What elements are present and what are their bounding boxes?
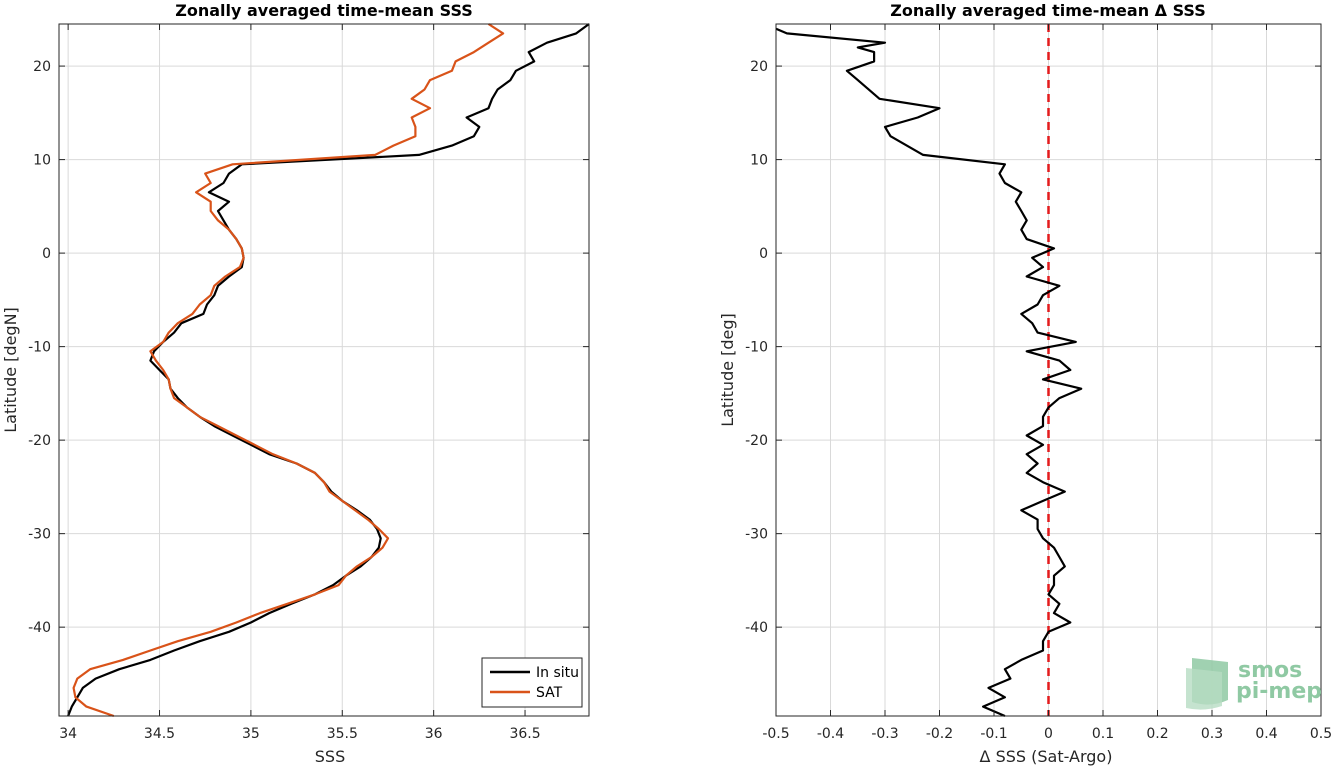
right-y-tick-label: -30: [745, 527, 768, 543]
left-y-label: Latitude [degN]: [1, 307, 20, 433]
left-x-tick-label: 35: [242, 726, 260, 742]
right-x-tick-label: 0.4: [1255, 726, 1277, 742]
logo-line1: smos: [1238, 658, 1302, 683]
left-y-tick-label: -40: [28, 620, 51, 636]
smos-pi-mep-logo: smos pi-mep: [1186, 658, 1322, 710]
right-y-tick-label: 20: [750, 59, 768, 75]
left-title: Zonally averaged time-mean SSS: [175, 1, 473, 20]
right-x-tick-label: -0.4: [817, 726, 844, 742]
right-x-tick-label: 0: [1044, 726, 1053, 742]
right-x-tick-label: -0.2: [926, 726, 953, 742]
left-y-tick-label: 10: [33, 153, 51, 169]
left-y-tick-label: -10: [28, 340, 51, 356]
right-x-tick-label: 0.1: [1092, 726, 1114, 742]
logo-line2: pi-mep: [1236, 679, 1322, 704]
right-x-tick-label: -0.1: [980, 726, 1007, 742]
right-title: Zonally averaged time-mean Δ SSS: [890, 1, 1206, 20]
left-panel: Zonally averaged time-mean SSS 34 34.5 35 3…: [1, 1, 590, 766]
right-series: [775, 27, 1083, 718]
right-x-tick-label: -0.3: [871, 726, 898, 742]
legend-sat-label: SAT: [536, 685, 563, 701]
right-x-tick-label: 0.3: [1201, 726, 1223, 742]
right-y-tick-label: -20: [745, 433, 768, 449]
right-y-tick-label: -40: [745, 620, 768, 636]
left-ticks: 34 34.5 35 35.5 36 36.5 -40 -30 -20 -10 0 10 20: [28, 24, 589, 742]
left-axes-box: [58, 23, 590, 717]
legend-insitu-label: In situ: [536, 665, 579, 681]
left-series: [67, 23, 590, 718]
right-ticks: -0.5 -0.4 -0.3 -0.2 -0.1 0 0.1 0.2 0.3 0.4 0.5 -40 -…: [745, 24, 1332, 742]
left-x-label: SSS: [315, 747, 345, 766]
right-x-label: Δ SSS (Sat-Argo): [980, 747, 1113, 766]
left-series-line-sat: [72, 23, 505, 718]
left-series-line-in-situ: [67, 23, 590, 717]
right-y-tick-label: 0: [759, 246, 768, 262]
left-grid: [59, 24, 589, 716]
left-y-tick-label: 20: [33, 59, 51, 75]
left-x-tick-label: 36.5: [509, 726, 540, 742]
right-series-line-0: [775, 27, 1083, 718]
right-y-label: Latitude [deg]: [718, 313, 737, 427]
left-x-tick-label: 35.5: [327, 726, 358, 742]
right-x-tick-label: 0.2: [1146, 726, 1168, 742]
legend: In situ SAT: [481, 657, 583, 708]
right-x-tick-label: 0.5: [1310, 726, 1332, 742]
right-y-tick-label: -10: [745, 340, 768, 356]
left-y-tick-label: 0: [42, 246, 51, 262]
left-x-tick-label: 34.5: [144, 726, 175, 742]
left-y-tick-label: -30: [28, 527, 51, 543]
right-panel: Zonally averaged time-mean Δ SSS -0.5 -0.…: [718, 1, 1332, 766]
left-x-tick-label: 36: [425, 726, 443, 742]
legend-box: [481, 657, 583, 708]
left-x-tick-label: 34: [59, 726, 77, 742]
right-y-tick-label: 10: [750, 153, 768, 169]
left-y-tick-label: -20: [28, 433, 51, 449]
right-x-tick-label: -0.5: [762, 726, 789, 742]
logo-waves-icon-2: [1186, 668, 1222, 710]
